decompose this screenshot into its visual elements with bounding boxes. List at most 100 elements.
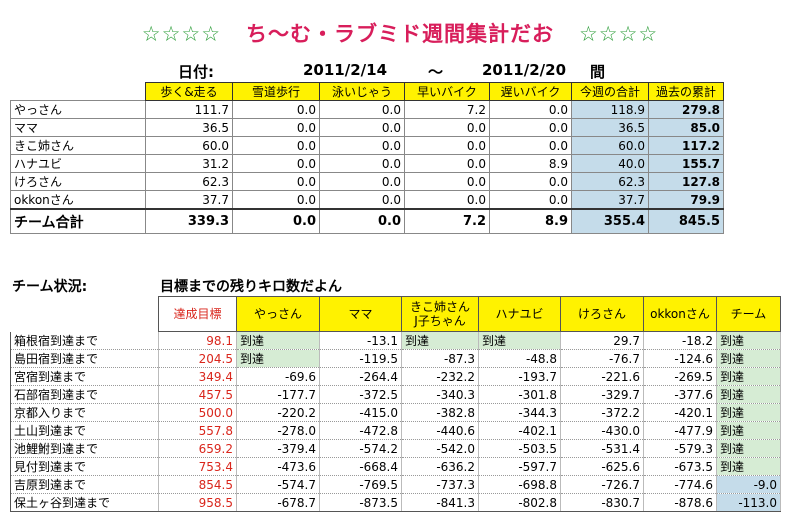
table-row: 箱根宿到達まで 98.1 到達 -13.1 到達 到達 29.7 -18.2 到達: [10, 331, 781, 350]
value-cell: 85.0: [648, 118, 724, 137]
remaining-cell: -574.2: [319, 439, 402, 458]
remaining-cell: 到達: [478, 331, 561, 350]
value-cell: 0.0: [319, 190, 405, 210]
table-row: 見付到達まで 753.4 -473.6 -668.4 -636.2 -597.7 -625.…: [10, 457, 781, 476]
member-name: ママ: [10, 118, 146, 137]
remaining-cell: 到達: [716, 403, 781, 422]
weekly-header-cell: 歩く&走る: [145, 82, 233, 101]
member-name: やっさん: [10, 100, 146, 119]
value-cell: 60.0: [145, 136, 233, 155]
value-cell: 62.3: [571, 172, 649, 191]
value-cell: 111.7: [145, 100, 233, 119]
remaining-cell: 到達: [401, 331, 479, 350]
remaining-cell: -678.7: [236, 493, 320, 512]
remaining-cell: -878.6: [643, 493, 717, 512]
status-header-cell: けろさん: [560, 296, 644, 332]
milestone-name: 島田宿到達まで: [10, 349, 159, 368]
status-header-cell: ママ: [319, 296, 402, 332]
remaining-cell: 到達: [716, 349, 781, 368]
date-range: 日付: 2011/2/14 ～ 2011/2/20 間: [0, 61, 800, 81]
member-name: okkonさん: [10, 190, 146, 210]
value-cell: 279.8: [648, 100, 724, 119]
value-cell: 127.8: [648, 172, 724, 191]
value-cell: 117.2: [648, 136, 724, 155]
remaining-cell: -841.3: [401, 493, 479, 512]
remaining-cell: 到達: [236, 331, 320, 350]
remaining-cell: -18.2: [643, 331, 717, 350]
remaining-cell: -625.6: [560, 457, 644, 476]
remaining-cell: -269.5: [643, 367, 717, 386]
weekly-header-blank: [10, 82, 146, 101]
remaining-cell: -119.5: [319, 349, 402, 368]
remaining-cell: 到達: [716, 457, 781, 476]
milestone-name: 見付到達まで: [10, 457, 159, 476]
remaining-cell: -372.5: [319, 385, 402, 404]
table-row: 池鯉鮒到達まで 659.2 -379.4 -574.2 -542.0 -503.5 -531…: [10, 439, 781, 458]
weekly-header-cell: 早いバイク: [404, 82, 490, 101]
remaining-cell: -382.8: [401, 403, 479, 422]
value-cell: 0.0: [319, 118, 405, 137]
value-cell: 0.0: [232, 118, 320, 137]
remaining-cell: -124.6: [643, 349, 717, 368]
status-header-cell: ハナユビ: [478, 296, 561, 332]
remaining-cell: -420.1: [643, 403, 717, 422]
value-cell: 0.0: [489, 100, 572, 119]
value-cell: 31.2: [145, 154, 233, 173]
value-cell: 60.0: [571, 136, 649, 155]
value-cell: 40.0: [571, 154, 649, 173]
remaining-cell: 到達: [716, 367, 781, 386]
value-cell: 0.0: [404, 172, 490, 191]
weekly-header-row: 歩く&走る 雪道歩行 泳いじゃう 早いバイク 遅いバイク 今週の合計 過去の累計: [10, 82, 724, 101]
remaining-cell: -574.7: [236, 475, 320, 494]
table-row: ママ 36.5 0.0 0.0 0.0 0.0 36.5 85.0: [10, 118, 724, 137]
remaining-cell: -737.3: [401, 475, 479, 494]
status-table: 達成目標 やっさん ママ きこ姉さん J子ちゃん ハナユビ けろさん okkonさん チーム 箱…: [10, 296, 781, 512]
date-separator: ～: [428, 63, 444, 81]
remaining-cell: -76.7: [560, 349, 644, 368]
value-cell: 0.0: [489, 190, 572, 210]
remaining-cell: -221.6: [560, 367, 644, 386]
page-title: ☆☆☆☆ ち～む・ラブミド週間集計だお ☆☆☆☆: [0, 18, 800, 48]
value-cell: 0.0: [489, 136, 572, 155]
member-name: きこ姉さん: [10, 136, 146, 155]
member-name: ハナユビ: [10, 154, 146, 173]
remaining-cell: -402.1: [478, 421, 561, 440]
total-cell: 339.3: [145, 208, 233, 234]
status-header-cell: やっさん: [236, 296, 320, 332]
remaining-cell: -48.8: [478, 349, 561, 368]
remaining-cell: -264.4: [319, 367, 402, 386]
milestone-name: 保土ヶ谷到達まで: [10, 493, 159, 512]
table-row: ハナユビ 31.2 0.0 0.0 0.0 8.9 40.0 155.7: [10, 154, 724, 173]
status-subtitle: 目標までの残りキロ数だよん: [160, 279, 342, 295]
remaining-cell: -193.7: [478, 367, 561, 386]
value-cell: 37.7: [571, 190, 649, 210]
value-cell: 0.0: [232, 190, 320, 210]
remaining-cell: -542.0: [401, 439, 479, 458]
date-start: 2011/2/14: [303, 61, 388, 79]
value-cell: 0.0: [319, 172, 405, 191]
date-label: 日付:: [178, 63, 214, 81]
value-cell: 0.0: [232, 100, 320, 119]
value-cell: 0.0: [232, 154, 320, 173]
value-cell: 0.0: [232, 136, 320, 155]
total-cell: 845.5: [648, 208, 724, 234]
value-cell: 0.0: [404, 136, 490, 155]
table-row: 土山到達まで 557.8 -278.0 -472.8 -440.6 -402.1 -430.…: [10, 421, 781, 440]
remaining-cell: -726.7: [560, 475, 644, 494]
remaining-cell: -873.5: [319, 493, 402, 512]
total-cell: 355.4: [571, 208, 649, 234]
remaining-cell: -329.7: [560, 385, 644, 404]
status-header-cell: okkonさん: [643, 296, 717, 332]
remaining-cell: -473.6: [236, 457, 320, 476]
target-distance: 204.5: [158, 349, 237, 368]
status-header-row: 達成目標 やっさん ママ きこ姉さん J子ちゃん ハナユビ けろさん okkonさん チーム: [10, 296, 781, 332]
value-cell: 0.0: [404, 118, 490, 137]
date-suffix: 間: [590, 63, 606, 81]
weekly-header-cell: 泳いじゃう: [319, 82, 405, 101]
remaining-cell: -668.4: [319, 457, 402, 476]
target-distance: 958.5: [158, 493, 237, 512]
remaining-cell: -531.4: [560, 439, 644, 458]
value-cell: 62.3: [145, 172, 233, 191]
table-row: けろさん 62.3 0.0 0.0 0.0 0.0 62.3 127.8: [10, 172, 724, 191]
remaining-cell: -579.3: [643, 439, 717, 458]
